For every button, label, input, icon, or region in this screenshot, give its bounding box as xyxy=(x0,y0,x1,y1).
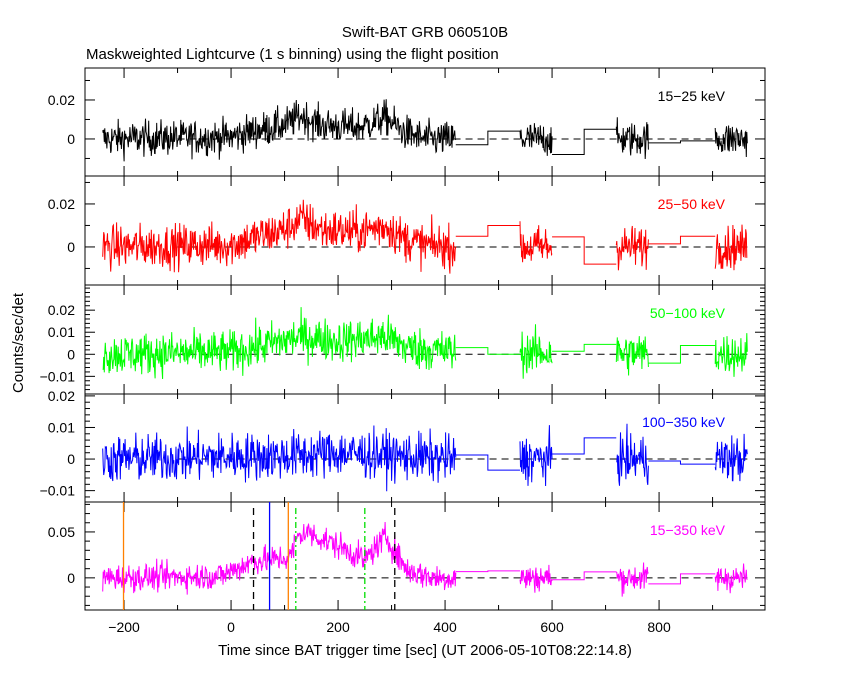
y-tick-label: 0 xyxy=(67,131,75,147)
x-tick-label: 200 xyxy=(326,619,350,635)
chart-subtitle: Maskweighted Lightcurve (1 s binning) us… xyxy=(86,46,499,63)
y-tick-label: 0 xyxy=(67,346,75,362)
lightcurve-series-4 xyxy=(519,564,553,593)
x-axis-label: Time since BAT trigger time [sec] (UT 20… xyxy=(218,642,632,659)
panel-frame-4 xyxy=(84,501,766,611)
y-tick-label: −0.01 xyxy=(40,368,76,384)
lightcurve-series-3 xyxy=(519,425,553,487)
lightcurve-series-0 xyxy=(714,125,748,158)
energy-band-label: 15−350 keV xyxy=(650,522,726,538)
energy-band-label: 50−100 keV xyxy=(650,305,726,321)
x-tick-label: 0 xyxy=(227,619,235,635)
x-tick-label: −200 xyxy=(108,619,140,635)
x-tick-label: 400 xyxy=(433,619,457,635)
binned-step-3 xyxy=(455,454,520,471)
energy-band-label: 25−50 keV xyxy=(658,196,726,212)
y-tick-label: 0 xyxy=(67,239,75,255)
lightcurve-series-0 xyxy=(519,123,553,156)
lightcurve-series-4 xyxy=(714,563,748,594)
y-tick-label: 0.01 xyxy=(48,419,75,435)
binned-step-4 xyxy=(552,571,617,581)
lightcurve-series-3 xyxy=(102,425,457,492)
panel-frame-1 xyxy=(84,175,766,286)
y-tick-label: −0.01 xyxy=(40,483,76,499)
binned-step-0 xyxy=(455,130,520,146)
panel-frame-0 xyxy=(84,67,766,177)
chart-title: Swift-BAT GRB 060510B xyxy=(342,24,508,41)
y-tick-label: 0.02 xyxy=(48,92,75,108)
binned-step-1 xyxy=(455,224,520,237)
lightcurve-series-4 xyxy=(102,521,457,595)
y-tick-label: 0.02 xyxy=(48,196,75,212)
binned-step-0 xyxy=(552,128,617,156)
lightcurve-series-2 xyxy=(714,333,748,377)
binned-step-4 xyxy=(648,573,716,585)
lightcurve-series-3 xyxy=(714,433,748,482)
y-axis-label: Counts/sec/det xyxy=(10,292,27,393)
lightcurve-series-2 xyxy=(615,336,649,376)
lightcurve-series-1 xyxy=(615,225,649,271)
y-tick-label: 0 xyxy=(67,451,75,467)
y-tick-label: 0.02 xyxy=(48,388,75,404)
lightcurve-series-1 xyxy=(714,224,748,271)
y-tick-label: 0.05 xyxy=(48,524,75,540)
binned-step-2 xyxy=(648,344,716,364)
x-tick-label: 800 xyxy=(647,619,671,635)
energy-band-label: 15−25 keV xyxy=(658,88,726,104)
lightcurve-series-1 xyxy=(102,199,457,274)
binned-step-1 xyxy=(648,235,716,245)
lightcurve-series-2 xyxy=(102,307,457,380)
x-tick-label: 600 xyxy=(540,619,564,635)
lightcurve-series-0 xyxy=(615,117,649,160)
lightcurve-series-4 xyxy=(615,562,649,597)
lightcurve-series-3 xyxy=(616,423,649,486)
lightcurve-series-0 xyxy=(102,99,457,162)
binned-step-2 xyxy=(455,347,520,355)
y-tick-label: 0 xyxy=(67,570,75,586)
energy-band-label: 100−350 keV xyxy=(642,414,726,430)
binned-step-0 xyxy=(648,140,716,144)
lightcurve-series-1 xyxy=(519,221,553,263)
y-tick-label: 0.01 xyxy=(48,324,75,340)
binned-step-1 xyxy=(552,236,617,265)
panel-frame-2 xyxy=(84,284,766,395)
binned-step-4 xyxy=(455,570,520,573)
binned-step-3 xyxy=(552,437,617,455)
lightcurve-series-2 xyxy=(519,324,553,379)
y-tick-label: 0.02 xyxy=(48,302,75,318)
binned-step-3 xyxy=(648,460,716,465)
binned-step-2 xyxy=(552,343,617,352)
